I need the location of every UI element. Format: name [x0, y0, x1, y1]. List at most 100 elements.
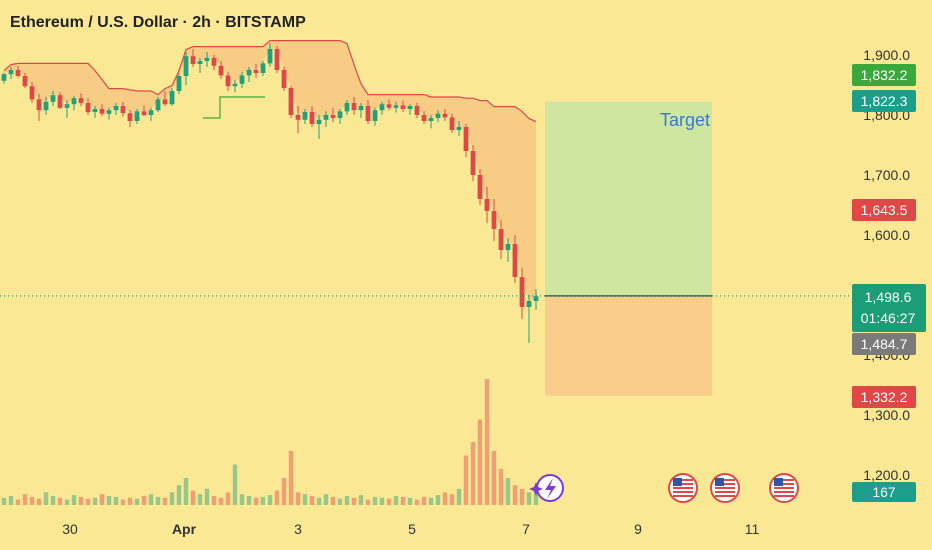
flag-stripe [774, 487, 794, 489]
volume-bar [533, 490, 539, 505]
price-tag-target-bg [852, 90, 916, 112]
volume-bar [351, 497, 357, 505]
candle-body [365, 106, 371, 121]
candle-body [330, 115, 336, 118]
candle-body [113, 106, 119, 111]
us-flag-event-icon[interactable] [769, 473, 799, 503]
volume-bar [288, 451, 294, 505]
chart-title: Ethereum / U.S. Dollar · 2h · BITSTAMP [10, 14, 306, 31]
candle-body [337, 111, 343, 118]
volume-bar [148, 494, 154, 505]
candle-body [463, 127, 469, 151]
x-tick-label: 30 [62, 521, 78, 537]
volume-bar [246, 496, 252, 505]
candle-body [526, 301, 532, 307]
us-flag-event-icon[interactable] [668, 473, 698, 503]
countdown-label: 01:46:27 [861, 310, 916, 326]
candle-body [358, 106, 364, 111]
x-tick-label: 11 [745, 521, 760, 537]
flag-stripe [774, 483, 794, 485]
volume-bar [106, 496, 112, 505]
candle-body [449, 117, 455, 130]
volume-bar [183, 478, 189, 505]
volume-bar [379, 497, 385, 505]
price-tag-resistance-bg [852, 199, 916, 221]
candle-body [8, 70, 14, 75]
candle-body [442, 113, 448, 118]
volume-bar [22, 494, 28, 505]
candle-body [498, 229, 504, 250]
candle-body [43, 101, 49, 111]
candle-body [435, 113, 441, 118]
candle-body [414, 106, 420, 115]
candle-body [218, 65, 224, 76]
candle-body [85, 103, 91, 112]
candle-body [316, 119, 322, 124]
flag-stripe [673, 491, 693, 493]
candle-body [505, 244, 511, 250]
band-line [3, 39, 537, 123]
candle-body [190, 56, 196, 64]
price-tag-target-high-bg [852, 64, 916, 86]
volume-bar [120, 499, 126, 505]
volume-bar [386, 498, 392, 505]
volume-bar [8, 496, 14, 505]
candle-body [29, 86, 35, 100]
flag-stripe [774, 479, 794, 481]
flag-stripe [673, 487, 693, 489]
candle-body [127, 113, 133, 121]
candle-body [197, 61, 203, 64]
candlesticks [1, 43, 539, 343]
band-support-line [203, 96, 265, 119]
volume-bar [204, 488, 210, 505]
flag-stripe [673, 495, 693, 497]
profit-zone [545, 101, 712, 296]
flag-stripe [715, 495, 735, 497]
volume-bar [253, 497, 259, 505]
candle-body [302, 112, 308, 120]
volume-bar [260, 496, 266, 505]
volume-bar [505, 478, 511, 505]
volume-bar [456, 488, 462, 505]
flag-stripe [715, 483, 735, 485]
candle-body [239, 75, 245, 84]
candle-body [421, 115, 427, 121]
position-zones[interactable]: Target [545, 101, 712, 396]
band-fill [4, 40, 536, 301]
volume-bar [50, 496, 56, 505]
volume-bar [127, 497, 133, 505]
price-tag-last: 1,498.6 [865, 289, 912, 305]
y-tick-label: 1,700.0 [863, 167, 910, 183]
price-tag-target-high: 1,832.2 [861, 67, 908, 83]
candle-body [225, 75, 231, 87]
candle-body [99, 109, 105, 114]
volume-bar [407, 497, 413, 505]
candle-body [50, 95, 56, 102]
volume-bar [78, 496, 84, 505]
volume-bar [99, 494, 105, 505]
volume-bar [337, 498, 343, 505]
volume-bar [29, 496, 35, 505]
volume-bar [162, 497, 168, 505]
candle-body [183, 56, 189, 76]
price-tag-bid: 1,484.7 [861, 336, 908, 352]
volume-bar [428, 497, 434, 505]
us-flag-event-icon[interactable] [710, 473, 740, 503]
candle-body [169, 91, 175, 105]
candle-body [470, 151, 476, 175]
target-label: Target [660, 110, 710, 130]
candle-body [64, 104, 70, 108]
volume-bar [169, 492, 175, 505]
y-tick-label: 1,900.0 [863, 47, 910, 63]
volume-bar [232, 464, 238, 505]
candle-body [141, 111, 147, 115]
volume-tag: 167 [872, 484, 896, 500]
candle-body [246, 70, 252, 76]
flag-stripe [715, 479, 735, 481]
flag-stripe [715, 491, 735, 493]
candle-body [281, 70, 287, 88]
event-markers[interactable] [529, 473, 799, 503]
x-tick-label: 5 [408, 521, 416, 537]
candle-body [484, 199, 490, 211]
